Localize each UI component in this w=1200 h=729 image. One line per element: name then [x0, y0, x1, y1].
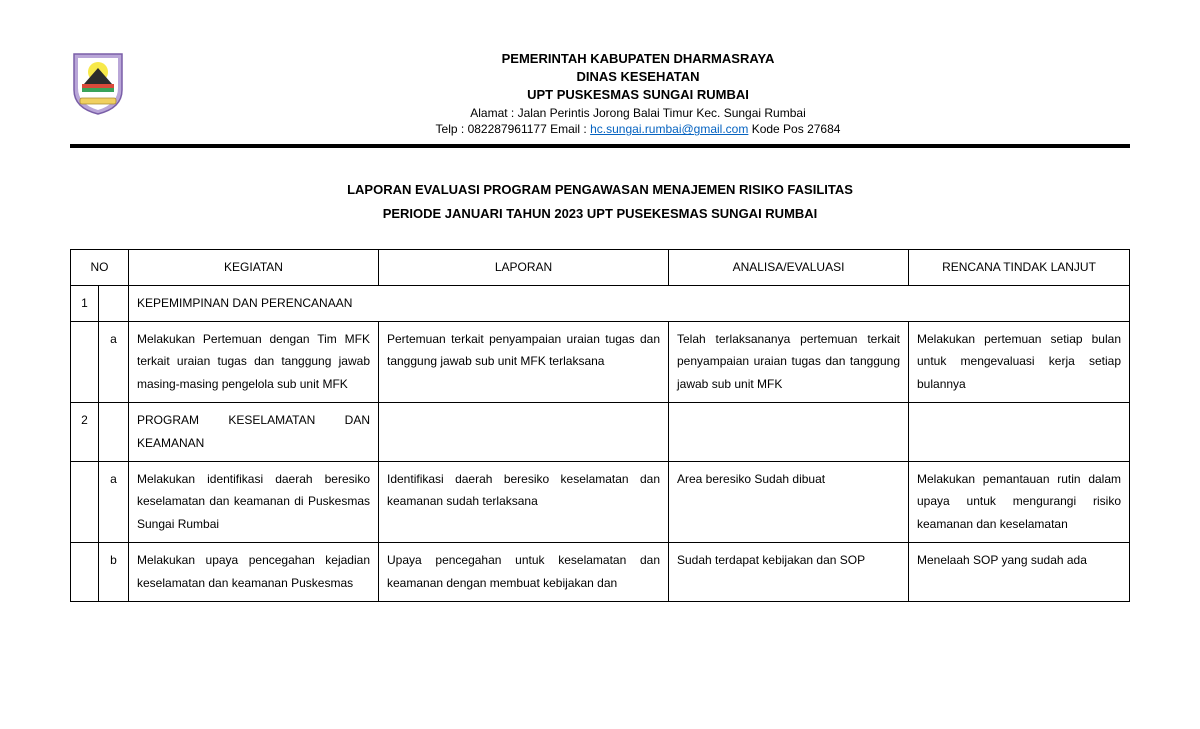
report-table: NO KEGIATAN LAPORAN ANALISA/EVALUASI REN…: [70, 249, 1130, 602]
letterhead: PEMERINTAH KABUPATEN DHARMASRAYA DINAS K…: [70, 50, 1130, 148]
cell-tindak: Menelaah SOP yang sudah ada: [909, 542, 1130, 601]
email-link[interactable]: hc.sungai.rumbai@gmail.com: [590, 122, 748, 136]
table-row: a Melakukan Pertemuan dengan Tim MFK ter…: [71, 321, 1130, 402]
th-laporan: LAPORAN: [379, 249, 669, 285]
cell-kegiatan: Melakukan upaya pencegahan kejadian kese…: [129, 542, 379, 601]
cell-no: [71, 461, 99, 542]
th-no: NO: [71, 249, 129, 285]
letterhead-text: PEMERINTAH KABUPATEN DHARMASRAYA DINAS K…: [146, 50, 1130, 138]
cell-laporan: [379, 402, 669, 461]
org-line2: DINAS KESEHATAN: [146, 68, 1130, 86]
title-line1: LAPORAN EVALUASI PROGRAM PENGAWASAN MENA…: [70, 178, 1130, 201]
cell-no: 1: [71, 285, 99, 321]
table-row: a Melakukan identifikasi daerah beresiko…: [71, 461, 1130, 542]
cell-kegiatan: Melakukan identifikasi daerah beresiko k…: [129, 461, 379, 542]
cell-sub: b: [99, 542, 129, 601]
org-logo: [70, 50, 126, 116]
th-analisa: ANALISA/EVALUASI: [669, 249, 909, 285]
cell-sub: [99, 402, 129, 461]
cell-laporan: Pertemuan terkait penyampaian uraian tug…: [379, 321, 669, 402]
cell-sub: [99, 285, 129, 321]
cell-sub: a: [99, 321, 129, 402]
cell-laporan: Upaya pencegahan untuk keselamatan dan k…: [379, 542, 669, 601]
contact-prefix: Telp : 082287961177 Email :: [436, 122, 591, 136]
cell-tindak: [909, 402, 1130, 461]
cell-no: [71, 542, 99, 601]
cell-sub: a: [99, 461, 129, 542]
contact-suffix: Kode Pos 27684: [748, 122, 840, 136]
cell-tindak: Melakukan pemantauan rutin dalam upaya u…: [909, 461, 1130, 542]
cell-tindak: Melakukan pertemuan setiap bulan untuk m…: [909, 321, 1130, 402]
cell-laporan: Identifikasi daerah beresiko keselamatan…: [379, 461, 669, 542]
title-line2: PERIODE JANUARI TAHUN 2023 UPT PUSEKESMA…: [70, 202, 1130, 225]
org-address: Alamat : Jalan Perintis Jorong Balai Tim…: [146, 105, 1130, 122]
table-row: 1 KEPEMIMPINAN DAN PERENCANAAN: [71, 285, 1130, 321]
cell-no: [71, 321, 99, 402]
cell-analisa: Sudah terdapat kebijakan dan SOP: [669, 542, 909, 601]
cell-kegiatan: Melakukan Pertemuan dengan Tim MFK terka…: [129, 321, 379, 402]
th-kegiatan: KEGIATAN: [129, 249, 379, 285]
org-line1: PEMERINTAH KABUPATEN DHARMASRAYA: [146, 50, 1130, 68]
org-line3: UPT PUSKESMAS SUNGAI RUMBAI: [146, 86, 1130, 104]
th-tindak: RENCANA TINDAK LANJUT: [909, 249, 1130, 285]
table-body: 1 KEPEMIMPINAN DAN PERENCANAAN a Melakuk…: [71, 285, 1130, 601]
cell-no: 2: [71, 402, 99, 461]
table-row: b Melakukan upaya pencegahan kejadian ke…: [71, 542, 1130, 601]
cell-section: KEPEMIMPINAN DAN PERENCANAAN: [129, 285, 1130, 321]
org-contact: Telp : 082287961177 Email : hc.sungai.ru…: [146, 121, 1130, 138]
cell-analisa: Telah terlaksananya pertemuan terkait pe…: [669, 321, 909, 402]
cell-kegiatan: PROGRAM KESELAMATAN DAN KEAMANAN: [129, 402, 379, 461]
cell-analisa: [669, 402, 909, 461]
table-header-row: NO KEGIATAN LAPORAN ANALISA/EVALUASI REN…: [71, 249, 1130, 285]
document-title: LAPORAN EVALUASI PROGRAM PENGAWASAN MENA…: [70, 178, 1130, 225]
table-row: 2 PROGRAM KESELAMATAN DAN KEAMANAN: [71, 402, 1130, 461]
cell-analisa: Area beresiko Sudah dibuat: [669, 461, 909, 542]
